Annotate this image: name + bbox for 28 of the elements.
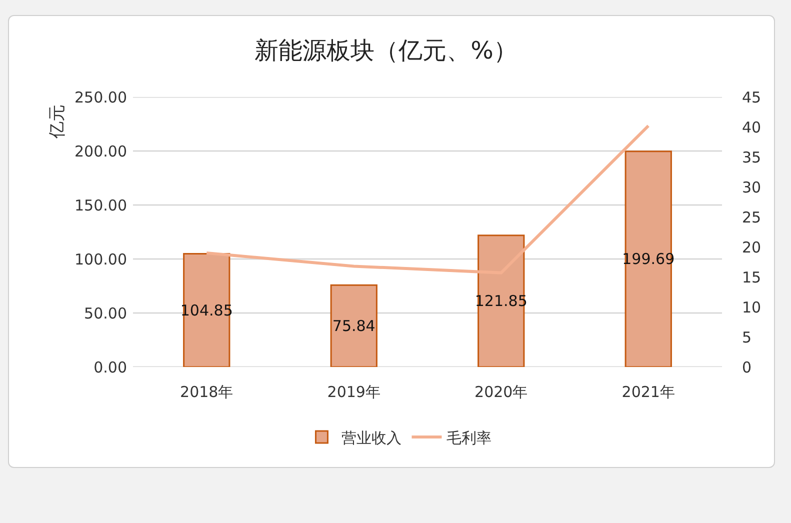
y2-tick-label: 45 xyxy=(742,88,762,106)
data-label: 75.84 xyxy=(332,317,376,336)
y2-tick-label: 35 xyxy=(742,148,762,166)
y2-tick-label: 25 xyxy=(742,208,762,226)
chart-title: 新能源板块（亿元、%） xyxy=(254,36,518,64)
bar xyxy=(624,150,672,367)
y2-tick-label: 20 xyxy=(742,238,762,256)
y-tick-label: 0.00 xyxy=(94,358,127,376)
x-tick-label: 2020年 xyxy=(474,383,528,401)
bar xyxy=(330,284,378,367)
y2-tick-label: 15 xyxy=(742,268,762,286)
y-tick-label: 100.00 xyxy=(74,250,127,268)
x-tick-label: 2019年 xyxy=(327,383,380,401)
y-axis-title: 亿元 xyxy=(48,104,68,140)
y2-tick-label: 5 xyxy=(742,328,752,346)
x-tick-label: 2021年 xyxy=(622,383,675,401)
y2-tick-label: 40 xyxy=(742,118,762,136)
y-tick-label: 250.00 xyxy=(74,88,127,106)
bar xyxy=(478,234,525,367)
x-tick-label: 2018年 xyxy=(180,383,234,401)
y2-tick-label: 10 xyxy=(742,298,762,316)
legend-label: 毛利率 xyxy=(446,428,492,447)
legend-label: 营业收入 xyxy=(342,428,402,447)
y2-tick-label: 0 xyxy=(742,358,752,376)
y-tick-label: 50.00 xyxy=(84,304,127,322)
y-tick-label: 150.00 xyxy=(74,196,127,214)
y2-tick-label: 30 xyxy=(742,178,762,196)
y-tick-label: 200.00 xyxy=(74,142,127,160)
